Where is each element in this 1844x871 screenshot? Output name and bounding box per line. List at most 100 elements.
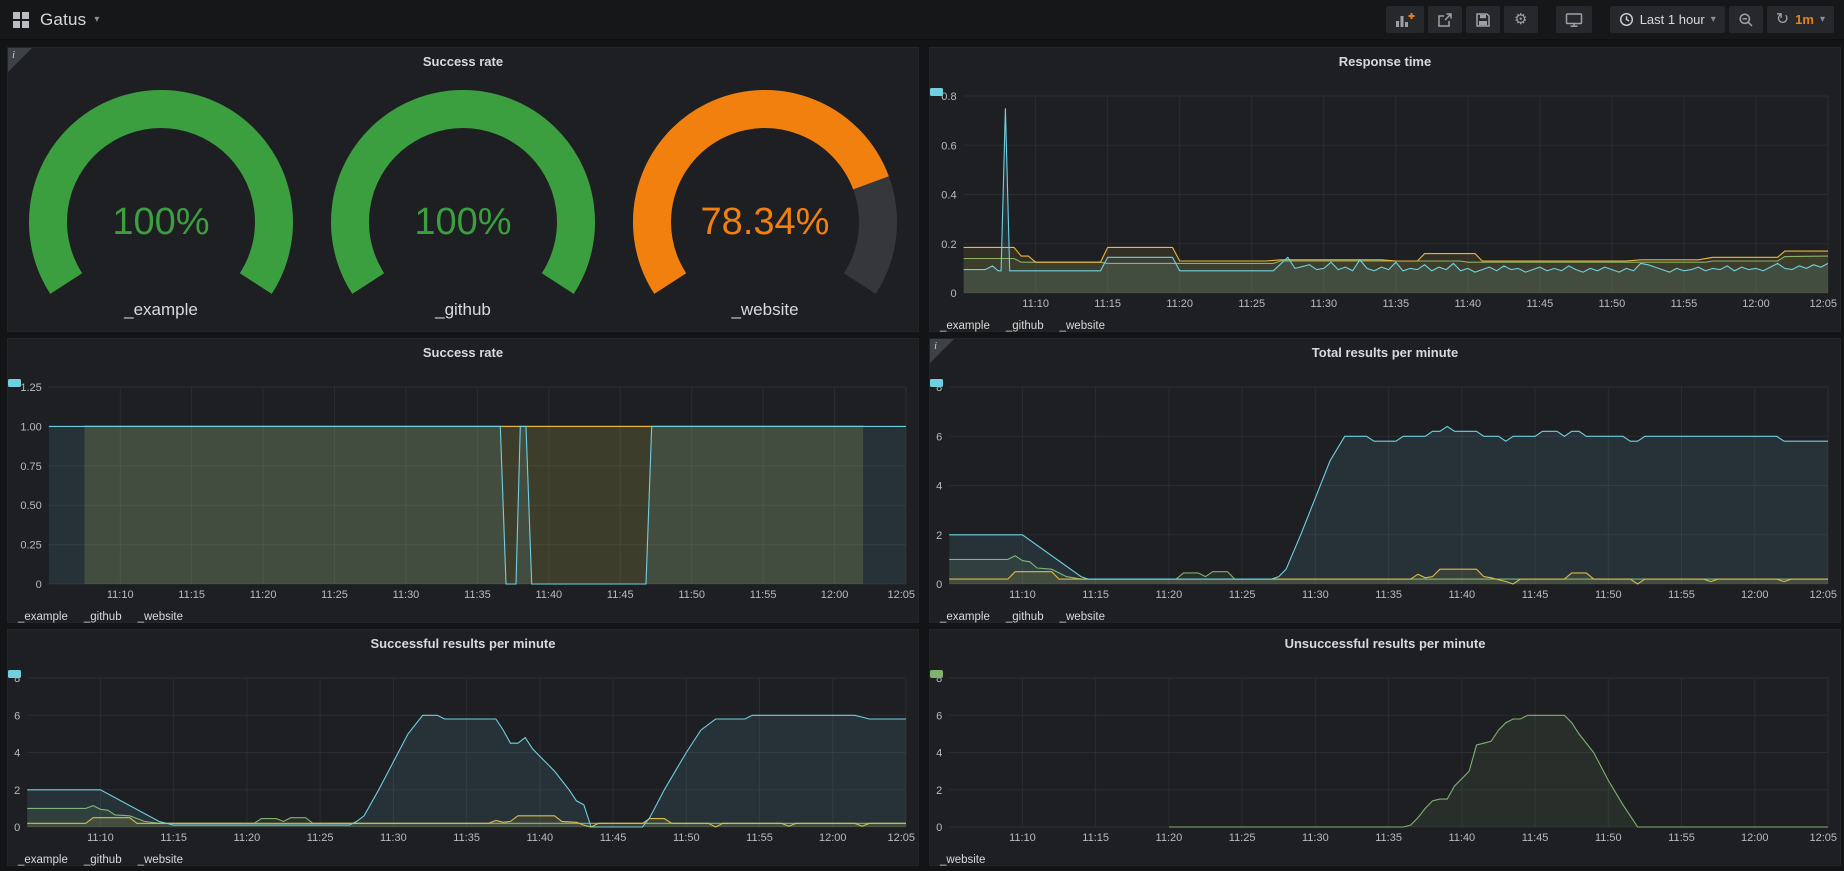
zoom-out-button[interactable] bbox=[1729, 6, 1763, 33]
legend-item-_example[interactable]: _example bbox=[18, 854, 68, 866]
panel-title[interactable]: Success rate bbox=[423, 54, 503, 69]
legend-label: _github bbox=[1006, 320, 1044, 332]
settings-button[interactable]: ⚙ bbox=[1504, 6, 1538, 33]
legend-label: _github bbox=[84, 854, 122, 866]
legend-label: _website bbox=[138, 611, 183, 623]
gauge-arc: 78.34% bbox=[615, 74, 915, 300]
legend-swatch bbox=[930, 670, 943, 678]
legend-item-_example[interactable]: _example bbox=[18, 611, 68, 623]
total-results-chart[interactable]: 0246811:1011:1511:2011:2511:3011:3511:40… bbox=[930, 365, 1840, 607]
gauge-row: 100%_example100%_github78.34%_website bbox=[8, 74, 918, 331]
legend-item-_website[interactable]: _website bbox=[1060, 320, 1105, 332]
legend-item-_website[interactable]: _website bbox=[940, 854, 985, 866]
legend-label: _example bbox=[18, 611, 68, 623]
gauge-arc: 100% bbox=[313, 74, 613, 300]
panel-title[interactable]: Unsuccessful results per minute bbox=[1285, 636, 1486, 651]
successful-results-chart[interactable]: 0246811:1011:1511:2011:2511:3011:3511:40… bbox=[8, 656, 918, 850]
svg-text:11:55: 11:55 bbox=[1671, 298, 1698, 310]
chart-legend: _example _github _website bbox=[8, 850, 918, 870]
share-icon bbox=[1437, 12, 1453, 28]
svg-text:11:15: 11:15 bbox=[178, 589, 205, 601]
dashboard-title[interactable]: Gatus ▾ bbox=[40, 10, 100, 30]
svg-text:11:25: 11:25 bbox=[1238, 298, 1265, 310]
add-panel-icon bbox=[1395, 12, 1415, 28]
clock-icon bbox=[1619, 12, 1634, 27]
legend-item-_website[interactable]: _website bbox=[138, 611, 183, 623]
legend-item-_github[interactable]: _github bbox=[84, 611, 122, 623]
zoom-out-icon bbox=[1738, 12, 1754, 28]
tv-icon bbox=[1565, 12, 1583, 28]
svg-text:11:35: 11:35 bbox=[453, 832, 480, 844]
save-button[interactable] bbox=[1466, 6, 1500, 33]
tv-mode-button[interactable] bbox=[1556, 6, 1592, 33]
apps-grid-icon[interactable] bbox=[12, 11, 30, 29]
panel-header: Unsuccessful results per minute bbox=[930, 630, 1840, 656]
unsuccessful-results-chart[interactable]: 0246811:1011:1511:2011:2511:3011:3511:40… bbox=[930, 656, 1840, 850]
svg-text:11:50: 11:50 bbox=[1595, 832, 1622, 844]
svg-text:12:00: 12:00 bbox=[821, 589, 849, 601]
panel-title[interactable]: Total results per minute bbox=[1312, 345, 1458, 360]
gauge-_example: 100%_example bbox=[10, 74, 312, 320]
svg-text:0: 0 bbox=[936, 579, 942, 591]
add-panel-button[interactable] bbox=[1386, 6, 1424, 33]
svg-text:0: 0 bbox=[936, 822, 942, 834]
panel-header: Total results per minute bbox=[930, 339, 1840, 365]
chart-canvas: 00.20.40.60.811:1011:1511:2011:2511:3011… bbox=[930, 74, 1840, 311]
svg-text:11:20: 11:20 bbox=[1166, 298, 1193, 310]
success-rate-chart[interactable]: 00.250.500.751.001.2511:1011:1511:2011:2… bbox=[8, 365, 918, 607]
legend-item-_github[interactable]: _github bbox=[1006, 320, 1044, 332]
svg-text:12:00: 12:00 bbox=[819, 832, 847, 844]
gauge-value: 78.34% bbox=[701, 201, 830, 243]
svg-text:11:25: 11:25 bbox=[1229, 832, 1256, 844]
panel-response-time: Response time 00.20.40.60.811:1011:1511:… bbox=[930, 48, 1840, 331]
legend-item-_github[interactable]: _github bbox=[84, 854, 122, 866]
refresh-interval-label: 1m bbox=[1795, 12, 1814, 27]
panel-unsuccessful-results: Unsuccessful results per minute 0246811:… bbox=[930, 630, 1840, 865]
svg-text:11:50: 11:50 bbox=[1595, 589, 1622, 601]
svg-text:11:40: 11:40 bbox=[1448, 589, 1475, 601]
legend-swatch bbox=[930, 88, 943, 96]
legend-item-_example[interactable]: _example bbox=[940, 611, 990, 623]
svg-text:6: 6 bbox=[936, 710, 942, 722]
svg-text:12:05: 12:05 bbox=[1809, 832, 1837, 844]
svg-text:0.25: 0.25 bbox=[20, 540, 41, 552]
time-range-picker[interactable]: Last 1 hour ▾ bbox=[1610, 6, 1725, 33]
legend-label: _website bbox=[940, 854, 985, 866]
refresh-button[interactable]: ↻ 1m ▾ bbox=[1767, 6, 1834, 33]
svg-text:11:55: 11:55 bbox=[746, 832, 773, 844]
legend-item-_website[interactable]: _website bbox=[138, 854, 183, 866]
svg-text:11:35: 11:35 bbox=[1375, 832, 1402, 844]
svg-text:11:20: 11:20 bbox=[250, 589, 277, 601]
svg-text:11:55: 11:55 bbox=[1668, 832, 1695, 844]
panel-header: Success rate bbox=[8, 339, 918, 365]
legend-swatch bbox=[8, 670, 21, 678]
svg-text:11:10: 11:10 bbox=[1009, 589, 1036, 601]
panel-title[interactable]: Success rate bbox=[423, 345, 503, 360]
share-button[interactable] bbox=[1428, 6, 1462, 33]
svg-text:12:00: 12:00 bbox=[1741, 832, 1769, 844]
panel-info-icon[interactable]: i bbox=[8, 48, 32, 72]
svg-text:0.4: 0.4 bbox=[941, 190, 956, 202]
legend-item-_example[interactable]: _example bbox=[940, 320, 990, 332]
save-icon bbox=[1475, 12, 1491, 28]
svg-text:11:25: 11:25 bbox=[307, 832, 334, 844]
chart-canvas: 0246811:1011:1511:2011:2511:3011:3511:40… bbox=[8, 656, 918, 845]
svg-text:2: 2 bbox=[14, 785, 20, 797]
chart-legend: _example _github _website bbox=[8, 607, 918, 627]
panel-success-rate-gauges: i Success rate 100%_example100%_github78… bbox=[8, 48, 918, 331]
caret-down-icon: ▾ bbox=[1711, 15, 1716, 25]
panel-info-icon[interactable]: i bbox=[930, 339, 954, 363]
navbar: Gatus ▾ ⚙ bbox=[0, 0, 1844, 40]
svg-text:0.6: 0.6 bbox=[941, 140, 956, 152]
legend-item-_website[interactable]: _website bbox=[1060, 611, 1105, 623]
panel-title[interactable]: Successful results per minute bbox=[371, 636, 556, 651]
svg-text:11:40: 11:40 bbox=[535, 589, 562, 601]
svg-text:11:55: 11:55 bbox=[750, 589, 777, 601]
panel-title[interactable]: Response time bbox=[1339, 54, 1431, 69]
svg-text:4: 4 bbox=[936, 748, 942, 760]
legend-label: _website bbox=[1060, 611, 1105, 623]
legend-item-_github[interactable]: _github bbox=[1006, 611, 1044, 623]
panel-success-rate-graph: Success rate 00.250.500.751.001.2511:101… bbox=[8, 339, 918, 622]
svg-text:11:35: 11:35 bbox=[464, 589, 491, 601]
response-time-chart[interactable]: 00.20.40.60.811:1011:1511:2011:2511:3011… bbox=[930, 74, 1840, 316]
